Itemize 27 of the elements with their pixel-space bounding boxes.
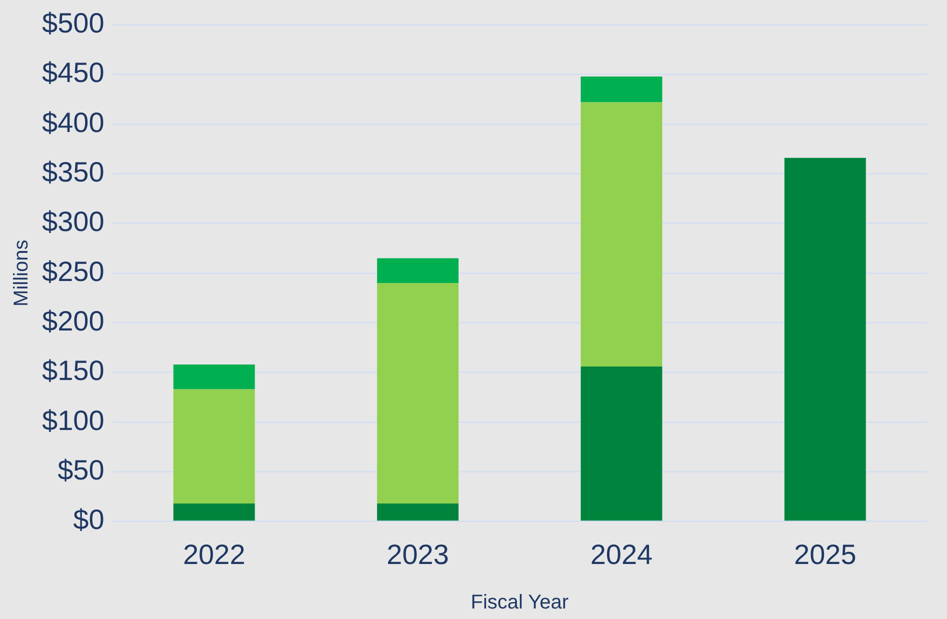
y-tick-label: $450 xyxy=(42,57,104,88)
y-tick-label: $400 xyxy=(42,106,104,138)
x-tick-label: 2024 xyxy=(590,538,653,570)
y-tick-label: $250 xyxy=(42,256,104,287)
x-tick-label: 2022 xyxy=(182,538,246,570)
y-tick-label: $200 xyxy=(42,305,104,336)
bar xyxy=(377,258,459,284)
x-tick-label: 2025 xyxy=(794,538,856,570)
bar xyxy=(377,504,459,521)
bar xyxy=(173,504,255,521)
x-axis-title: Fiscal Year xyxy=(470,592,569,614)
y-tick-label: $500 xyxy=(42,8,104,39)
x-tick-label: 2023 xyxy=(386,538,449,570)
bar xyxy=(173,389,255,504)
y-axis-title: Millions xyxy=(10,240,33,306)
bar xyxy=(580,76,662,102)
y-tick-label: $150 xyxy=(42,355,104,386)
y-tick-label: $350 xyxy=(42,156,104,188)
bar xyxy=(173,364,255,390)
bar xyxy=(580,366,662,521)
y-tick-label: $50 xyxy=(58,454,104,486)
y-tick-label: $300 xyxy=(42,206,104,238)
y-tick-label: $100 xyxy=(42,404,104,436)
bar xyxy=(377,283,459,504)
bar xyxy=(580,102,662,366)
y-tick-label: $0 xyxy=(73,504,104,536)
bar xyxy=(784,158,866,521)
